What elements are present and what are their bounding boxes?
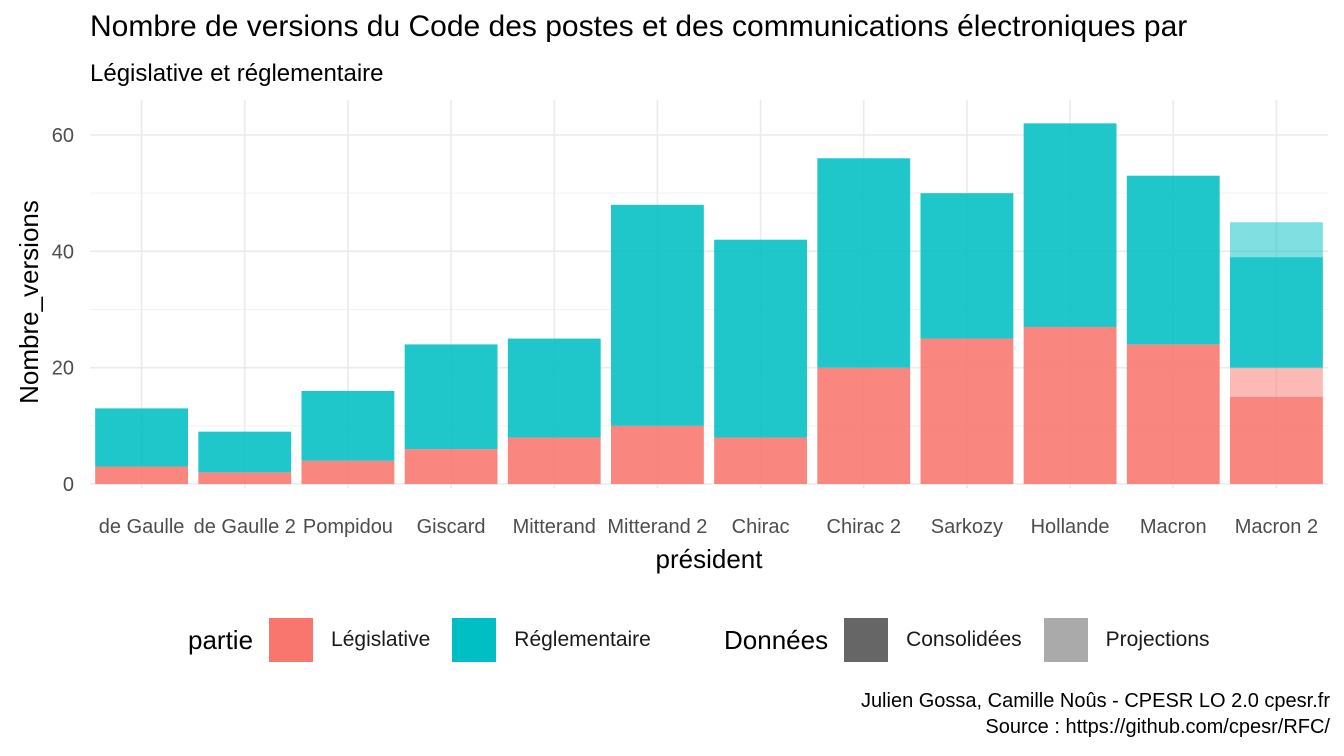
y-tick-labels: 0 20 40 60	[52, 125, 74, 496]
caption: Julien Gossa, Camille Noûs - CPESR LO 2.…	[861, 688, 1330, 740]
bar-legislative-consolidee	[920, 338, 1014, 484]
y-tick-label: 40	[52, 241, 74, 263]
bar-legislative-consolidee	[95, 466, 189, 484]
bar-legislative-consolidee	[507, 437, 601, 484]
x-tick-label: Mitterand 2	[607, 516, 707, 538]
bar-legislative-consolidee	[198, 472, 292, 484]
legend-label-reglementaire: Réglementaire	[514, 628, 651, 651]
caption-source: Source : https://github.com/cpesr/RFC/	[985, 716, 1330, 738]
bar-reglementaire-consolidee	[301, 390, 395, 461]
bar-reglementaire-projection	[1229, 222, 1323, 258]
x-tick-label: Hollande	[1031, 516, 1110, 538]
x-tick-label: Chirac 2	[827, 516, 901, 538]
legend-key-consolidees	[844, 618, 889, 662]
x-tick-label: Macron 2	[1235, 516, 1318, 538]
legend-key-reglementaire	[452, 618, 497, 662]
y-tick-label: 60	[52, 125, 74, 147]
chart-subtitle: Législative et réglementaire	[90, 60, 384, 87]
x-tick-label: Mitterand	[513, 516, 596, 538]
caption-authors: Julien Gossa, Camille Noûs - CPESR LO 2.…	[860, 690, 1330, 712]
legend-donnees: Données Consolidées Projections	[724, 618, 1232, 662]
x-tick-labels: de Gaulle de Gaulle 2 Pompidou Giscard Mitte…	[99, 516, 1318, 538]
x-tick-label: Chirac	[732, 516, 790, 538]
y-tick-label: 0	[63, 474, 74, 496]
x-tick-label: de Gaulle	[99, 516, 185, 538]
bar-reglementaire-consolidee	[95, 408, 189, 467]
x-tick-label: de Gaulle 2	[194, 516, 296, 538]
bar-reglementaire-consolidee	[404, 344, 498, 450]
x-axis-label: président	[656, 544, 764, 574]
legend-label-legislative: Législative	[331, 628, 431, 651]
x-tick-label: Sarkozy	[931, 516, 1003, 538]
bar-reglementaire-consolidee	[507, 338, 601, 438]
y-axis-label: Nombre_versions	[14, 200, 44, 404]
legend-label-projections: Projections	[1105, 628, 1210, 651]
legend-partie: partie Législative Réglementaire	[188, 618, 673, 662]
bar-legislative-consolidee	[1229, 396, 1323, 484]
y-tick-label: 20	[52, 358, 74, 380]
bar-reglementaire-consolidee	[920, 193, 1014, 339]
bar-legislative-projection	[1229, 367, 1323, 397]
bars	[95, 123, 1323, 484]
bar-legislative-consolidee	[1126, 344, 1220, 484]
x-tick-label: Giscard	[417, 516, 486, 538]
x-tick-label: Pompidou	[303, 516, 393, 538]
bar-reglementaire-consolidee	[610, 204, 704, 426]
bar-legislative-consolidee	[714, 437, 808, 484]
x-tick-label: Macron	[1140, 516, 1207, 538]
bar-legislative-consolidee	[301, 460, 395, 484]
bar-reglementaire-consolidee	[714, 239, 808, 438]
bar-legislative-consolidee	[1023, 326, 1117, 484]
bar-reglementaire-consolidee	[198, 431, 292, 473]
legend-key-projections	[1043, 618, 1088, 662]
legend-donnees-title: Données	[724, 624, 829, 655]
bar-reglementaire-consolidee	[1023, 123, 1117, 327]
legend-label-consolidees: Consolidées	[906, 628, 1022, 651]
bar-reglementaire-consolidee	[1229, 257, 1323, 368]
legend-partie-title: partie	[188, 624, 254, 655]
chart-title: Nombre de versions du Code des postes et…	[90, 10, 1188, 43]
bar-reglementaire-consolidee	[1126, 175, 1220, 345]
bar-legislative-consolidee	[610, 425, 704, 484]
legend-key-legislative	[269, 618, 314, 662]
minor-gridlines	[90, 192, 1328, 427]
bar-legislative-consolidee	[817, 367, 911, 484]
bar-reglementaire-consolidee	[817, 158, 911, 368]
bar-legislative-consolidee	[404, 449, 498, 484]
